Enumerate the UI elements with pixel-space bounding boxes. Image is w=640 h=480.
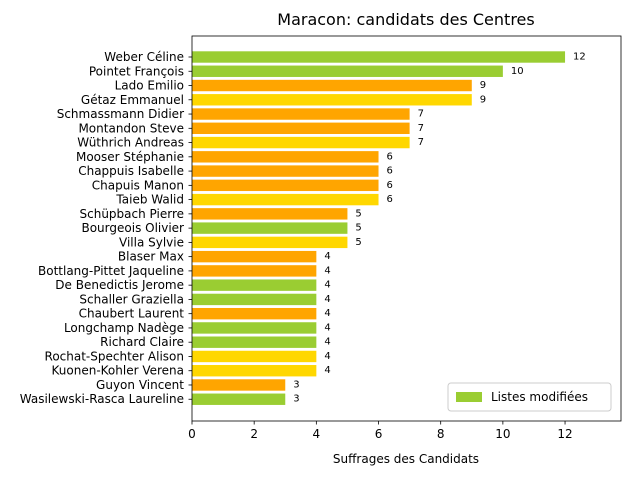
bars-group — [192, 51, 566, 405]
value-label: 12 — [573, 52, 586, 63]
y-tick-label: Schmassmann Didier — [57, 107, 184, 121]
y-tick-label: Bourgeois Olivier — [81, 221, 184, 235]
value-label: 4 — [324, 365, 330, 376]
value-label: 4 — [324, 322, 330, 333]
bar — [192, 236, 348, 249]
value-label: 10 — [511, 66, 524, 77]
chart-title: Maracon: candidats des Centres — [277, 10, 534, 29]
value-label: 6 — [387, 151, 393, 162]
value-label: 9 — [480, 80, 486, 91]
value-label: 4 — [324, 280, 330, 291]
bar — [192, 79, 472, 92]
bar — [192, 265, 317, 277]
value-label: 4 — [324, 308, 330, 319]
y-tick-label: Bottlang-Pittet Jaqueline — [38, 264, 184, 278]
bar — [192, 307, 317, 320]
y-tick-label: Pointet François — [89, 64, 184, 78]
y-tick-label: Chaubert Laurent — [79, 307, 185, 321]
axes-frame — [191, 35, 622, 422]
bar — [192, 165, 379, 177]
bar — [192, 136, 410, 149]
value-label: 5 — [355, 237, 361, 248]
y-tick-label: Weber Céline — [104, 50, 184, 64]
x-tick-label: 2 — [250, 427, 258, 441]
bar — [192, 279, 317, 291]
value-label: 4 — [324, 251, 330, 262]
value-label: 4 — [324, 265, 330, 276]
x-tick-label: 0 — [188, 427, 196, 441]
y-tick-label: Lado Emilio — [115, 79, 184, 93]
legend-box — [447, 382, 612, 412]
bar — [192, 336, 317, 348]
value-label: 7 — [418, 123, 424, 134]
legend-label: Listes modifiées — [491, 390, 588, 404]
bar — [192, 179, 379, 192]
x-tick-label: 6 — [375, 427, 383, 441]
y-tick-label: Taieb Walid — [115, 193, 184, 207]
value-label: 4 — [324, 351, 330, 362]
value-label: 4 — [324, 337, 330, 348]
value-label: 5 — [355, 223, 361, 234]
x-tick-label: 10 — [495, 427, 510, 441]
y-tick-label: Villa Sylvie — [119, 235, 184, 249]
y-tick-label: Schaller Graziella — [79, 292, 184, 306]
bar — [192, 193, 379, 206]
bar — [192, 65, 503, 77]
bar — [192, 108, 410, 120]
plot-frame — [191, 35, 622, 422]
y-tick-label: Wasilewski-Rasca Laureline — [20, 392, 184, 406]
bar — [192, 350, 317, 363]
value-label: 9 — [480, 94, 486, 105]
y-tick-label: Wüthrich Andreas — [77, 136, 184, 150]
y-tick-label: De Benedictis Jerome — [55, 278, 184, 292]
y-tick-label: Montandon Steve — [78, 121, 184, 135]
value-labels: 12 10 9 9 7 7 7 6 6 6 6 5 5 5 4 4 4 4 4 4 4 4 4 3 3 — [293, 52, 586, 405]
bar — [192, 250, 317, 263]
value-label: 3 — [293, 394, 299, 405]
y-tick-label: Schüpbach Pierre — [80, 207, 185, 221]
legend: Listes modifiées — [447, 382, 612, 412]
value-label: 6 — [387, 166, 393, 177]
value-label: 6 — [387, 180, 393, 191]
y-tick-label: Longchamp Nadège — [64, 321, 184, 335]
x-tick-label: 4 — [313, 427, 321, 441]
bar — [192, 293, 317, 306]
y-tick-label: Chapuis Manon — [92, 178, 184, 192]
y-tick-label: Mooser Stéphanie — [76, 150, 184, 164]
value-label: 3 — [293, 379, 299, 390]
bar — [192, 393, 286, 405]
y-tick-label: Guyon Vincent — [96, 378, 184, 392]
bar — [192, 51, 566, 63]
bar — [192, 379, 286, 391]
y-tick-label: Richard Claire — [100, 335, 184, 349]
y-tick-label: Kuonen-Kohler Verena — [52, 364, 185, 378]
x-tick-label: 12 — [557, 427, 572, 441]
legend-swatch — [456, 392, 482, 402]
bar — [192, 94, 472, 106]
value-label: 7 — [418, 109, 424, 120]
value-label: 4 — [324, 294, 330, 305]
x-axis-ticks: 0 2 4 6 8 10 12 — [188, 421, 573, 441]
bar — [192, 222, 348, 234]
y-tick-label: Gétaz Emmanuel — [81, 93, 184, 107]
x-tick-label: 8 — [437, 427, 445, 441]
x-axis-label: Suffrages des Candidats — [333, 452, 479, 466]
bar — [192, 122, 410, 134]
value-label: 6 — [387, 194, 393, 205]
y-tick-label: Chappuis Isabelle — [78, 164, 184, 178]
bar — [192, 208, 348, 220]
bar — [192, 151, 379, 163]
y-tick-label: Blaser Max — [118, 250, 184, 264]
value-label: 5 — [355, 208, 361, 219]
bar — [192, 322, 317, 334]
y-tick-label: Rochat-Spechter Alison — [45, 349, 184, 363]
value-label: 7 — [418, 137, 424, 148]
bar — [192, 365, 317, 377]
